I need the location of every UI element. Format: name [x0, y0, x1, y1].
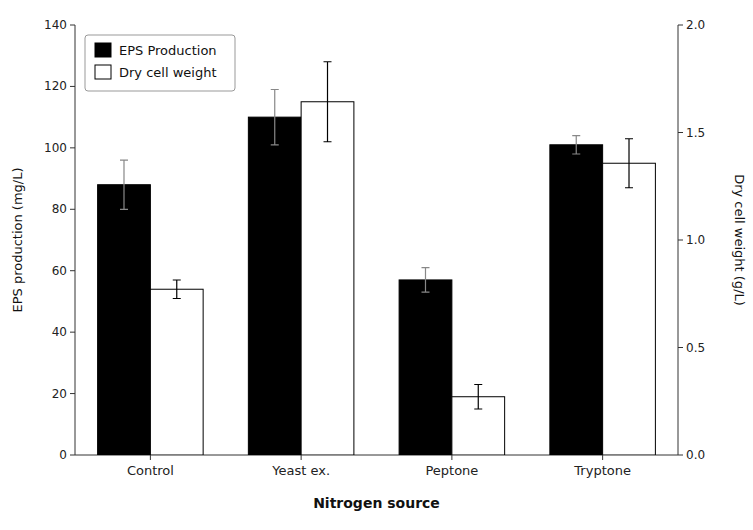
- error-bar: [625, 139, 633, 188]
- legend-box: [85, 35, 235, 91]
- x-axis-title: Nitrogen source: [313, 495, 440, 511]
- y-axis-title: EPS production (mg/L): [10, 167, 25, 312]
- y-tick-label: 1.0: [686, 233, 705, 247]
- y-tick: [70, 209, 75, 210]
- legend-swatch: [95, 43, 111, 57]
- bar: [603, 163, 656, 455]
- y-tick-label: 0: [59, 448, 67, 462]
- y-tick: [678, 132, 683, 133]
- y-tick: [70, 455, 75, 456]
- y-axis-line: [75, 25, 76, 455]
- y-tick-label: 0.0: [686, 448, 705, 462]
- error-bar: [572, 136, 580, 154]
- chart: 0 20 40 60 80 100 120 140 0.0 0.5 1.0 1.5 2.0 Control…: [0, 0, 753, 530]
- y-tick-label: 0.5: [686, 341, 705, 355]
- y-tick: [70, 393, 75, 394]
- y-tick: [678, 25, 683, 26]
- y-tick: [678, 347, 683, 348]
- y-tick-label: 20: [52, 387, 67, 401]
- error-bar: [474, 384, 482, 409]
- y-tick: [70, 25, 75, 26]
- error-bar: [324, 62, 332, 142]
- y-tick-label: 100: [44, 141, 67, 155]
- y2-axis-title: Dry cell weight (g/L): [732, 174, 747, 306]
- x-tick-label: Tryptone: [573, 463, 631, 478]
- y-tick-label: 40: [52, 325, 67, 339]
- bar: [150, 289, 203, 455]
- y-tick: [70, 270, 75, 271]
- y-tick-label: 2.0: [686, 18, 705, 32]
- bar: [301, 102, 354, 455]
- error-bar: [120, 160, 128, 209]
- y-tick: [678, 455, 683, 456]
- y-tick-label: 140: [44, 18, 67, 32]
- y-tick: [70, 86, 75, 87]
- legend-swatch: [95, 65, 111, 79]
- y-tick: [70, 147, 75, 148]
- y-tick-label: 80: [52, 202, 67, 216]
- legend: EPS Production Dry cell weight: [85, 35, 235, 91]
- error-bar: [421, 268, 429, 293]
- legend-label: Dry cell weight: [119, 65, 217, 80]
- error-bar: [271, 90, 279, 145]
- x-tick: [602, 455, 603, 460]
- bar: [98, 185, 151, 455]
- y-tick-label: 1.5: [686, 126, 705, 140]
- y-tick: [678, 240, 683, 241]
- y-tick: [70, 332, 75, 333]
- error-bar: [173, 280, 181, 298]
- legend-label: EPS Production: [119, 43, 217, 58]
- y-tick-label: 120: [44, 79, 67, 93]
- background: [0, 0, 753, 530]
- bar: [248, 117, 301, 455]
- x-tick: [301, 455, 302, 460]
- bars: [98, 102, 656, 455]
- x-tick: [150, 455, 151, 460]
- error-bars: [120, 62, 633, 409]
- x-tick-label: Peptone: [425, 463, 478, 478]
- x-tick-label: Yeast ex.: [271, 463, 330, 478]
- bar: [550, 145, 603, 455]
- bar: [399, 280, 452, 455]
- x-tick-label: Control: [127, 463, 174, 478]
- x-tick: [451, 455, 452, 460]
- y-tick-label: 60: [52, 264, 67, 278]
